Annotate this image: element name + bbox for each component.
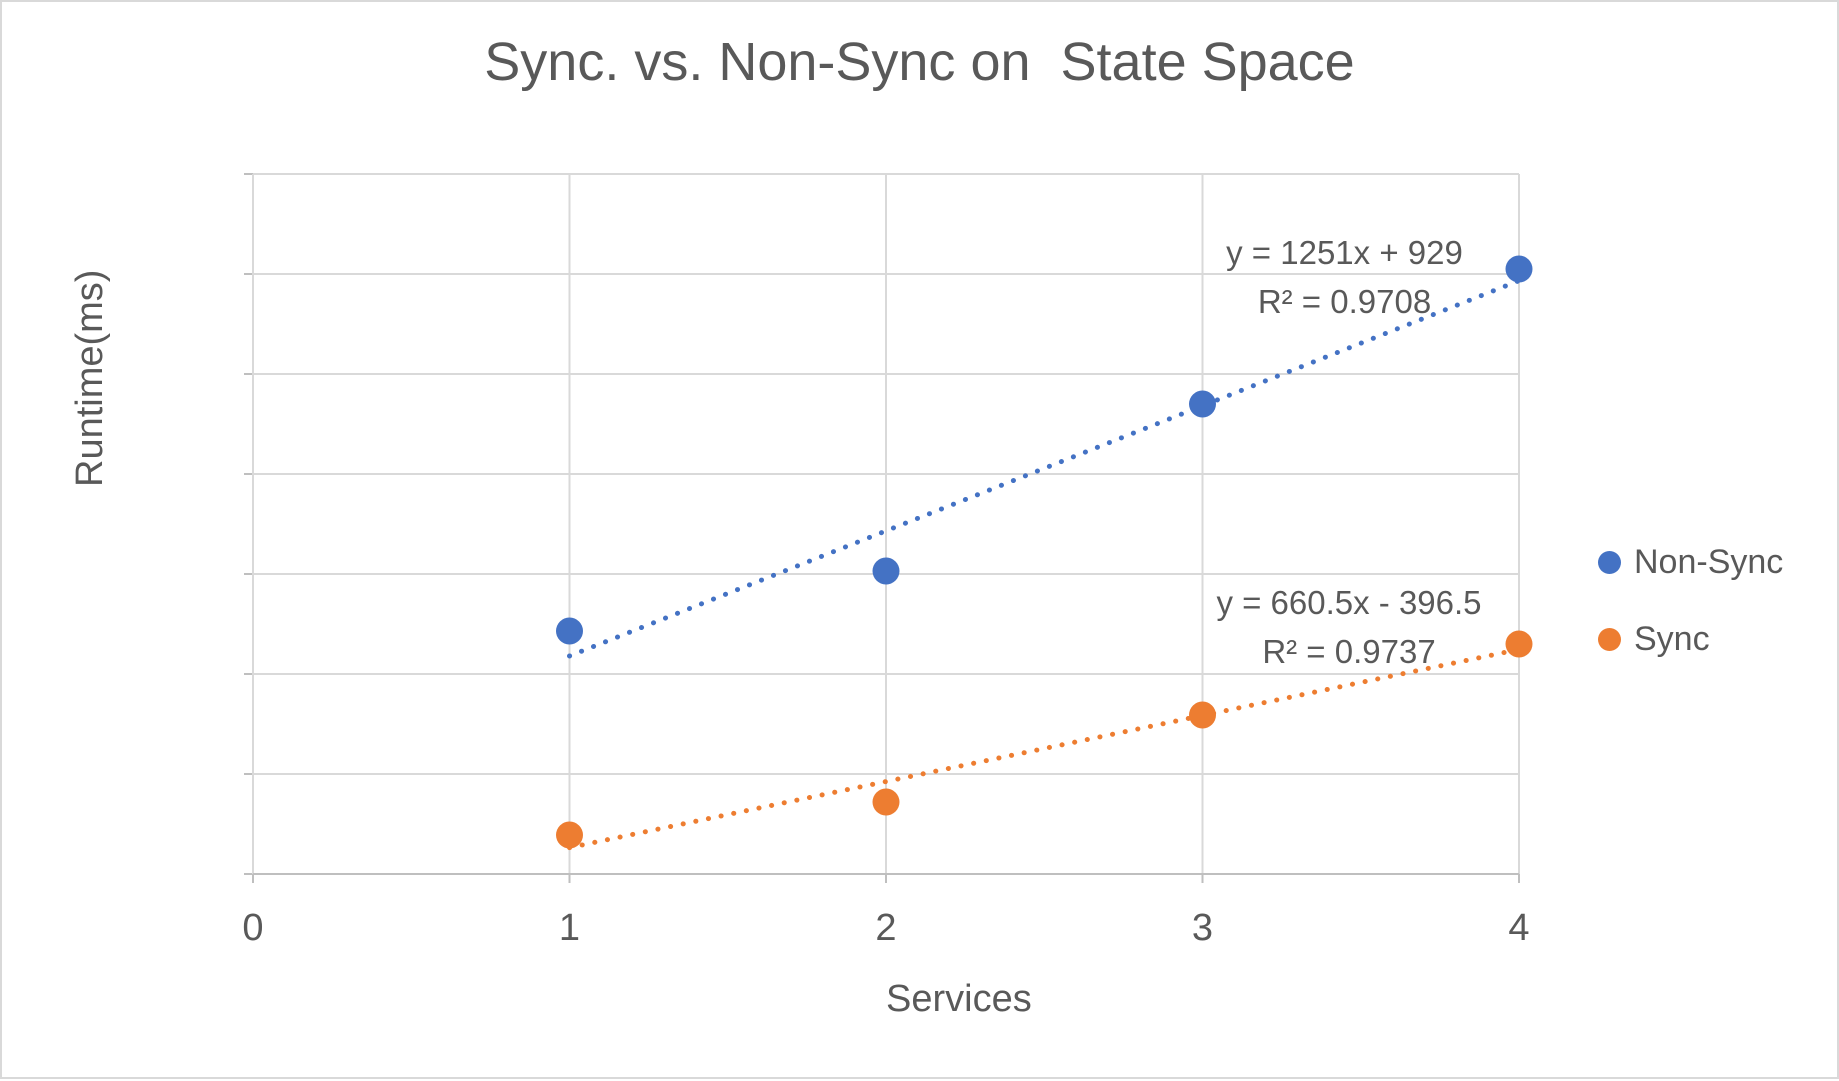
data-point-non-sync-1 — [556, 617, 583, 645]
legend-label: Sync — [1634, 619, 1710, 658]
legend-marker-non-sync — [1598, 550, 1621, 574]
data-point-sync-3 — [1189, 701, 1216, 729]
x-tick-label: 1 — [558, 907, 581, 949]
legend-marker-sync — [1598, 627, 1621, 651]
data-point-sync-1 — [556, 821, 583, 849]
x-tick-label: 3 — [1191, 907, 1214, 949]
data-point-non-sync-2 — [872, 557, 900, 585]
trendline-equation-non-sync: y = 1251x + 929 R² = 0.9708 — [1162, 228, 1527, 326]
data-point-sync-2 — [872, 788, 900, 816]
x-tick-label: 4 — [1508, 907, 1530, 949]
equation-text: y = 1251x + 929 — [1226, 234, 1463, 271]
data-point-sync-4 — [1505, 630, 1533, 658]
data-point-non-sync-4 — [1505, 255, 1533, 283]
legend: Non-Sync Sync — [1598, 538, 1783, 663]
trendline-non-sync — [567, 278, 1522, 659]
r-squared-text: R² = 0.9737 — [1262, 633, 1436, 670]
x-tick-label: 0 — [242, 907, 264, 949]
data-point-non-sync-3 — [1189, 390, 1216, 418]
legend-label: Non-Sync — [1634, 542, 1784, 581]
legend-item-non-sync: Non-Sync — [1598, 538, 1783, 586]
trendline-equation-sync: y = 660.5x - 396.5 R² = 0.9737 — [1165, 578, 1533, 676]
chart-title: Sync. vs. Non-Sync on State Space — [484, 32, 1355, 92]
r-squared-text: R² = 0.9708 — [1257, 283, 1432, 320]
x-tick-label: 2 — [875, 907, 897, 949]
trendline-sync — [567, 646, 1522, 851]
legend-item-sync: Sync — [1598, 615, 1783, 663]
equation-text: y = 660.5x - 396.5 — [1216, 584, 1482, 621]
